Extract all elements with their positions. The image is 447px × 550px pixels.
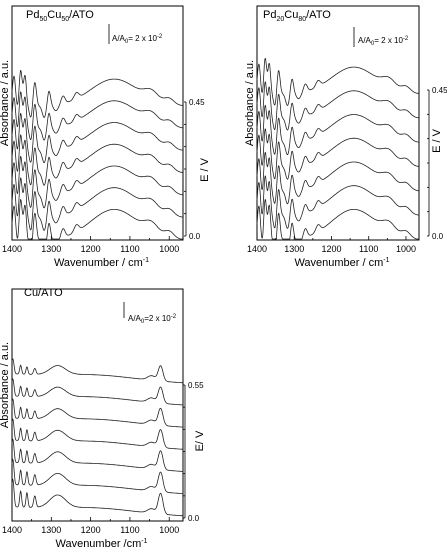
panel-cu: 1400 1300 1200 1100 1000 Wavenumber /cm-1 Abso… [0,287,206,550]
scale-bar-label: A/A0= 2 x 10-2 [112,34,163,45]
spectrum-line [256,151,419,205]
plot-frame [11,5,184,241]
panel-pd20: 1400 1300 1200 1100 1000 Wavenumber / cm-1 Abs… [244,5,447,269]
potential-bottom-value: 0.0 [189,232,201,241]
x-tick-label: 1100 [359,244,378,254]
x-tick-label: 1200 [81,244,101,254]
x-tick-label: 1000 [159,525,179,535]
panel-title: Cu/ATO [24,287,63,299]
x-tick-label: 1300 [41,244,61,254]
spectrum-line [256,57,419,106]
y-axis-label: Absorbance / a.u. [0,60,11,146]
x-tick-label: 1000 [396,244,416,254]
potential-top-value: 0.55 [188,381,204,390]
spectrum-line [11,112,184,164]
plot-frame [11,288,184,522]
spectrum-line [11,177,183,231]
scale-bar-label: A/A0= 2 x 10-2 [358,36,409,47]
spectrum-line [11,155,183,209]
x-axis-label: Wavenumber / cm-1 [54,257,149,269]
spectrum-line [256,199,419,240]
x-tick-label: 1200 [81,525,101,535]
y-axis-label: Absorbance / a.u. [0,342,11,428]
panel-title: Pd20Cu80/ATO [263,9,331,23]
spectrum-line [11,418,183,450]
spectrum-line [256,81,420,131]
spectrum-line [11,69,183,118]
x-axis-label: Wavenumber / cm-1 [294,257,389,269]
potential-top-value: 0.45 [432,86,447,95]
potential-axis-label: E / V [199,157,211,182]
spectrum-line [11,398,183,428]
x-tick-label: 1400 [2,244,22,254]
spectrum-line [256,104,420,156]
potential-top-value: 0.45 [189,98,205,107]
potential-axis-label: E/ V [194,430,206,451]
scale-bar-label: A/A0=2 x 10-2 [128,314,177,325]
spectrum-line [11,358,183,384]
x-tick-label: 1400 [247,244,267,254]
panel-title: Pd50Cu50/ATO [26,9,94,23]
spectrum-line [256,175,419,229]
spectrum-line [11,378,184,406]
plot-frame [256,5,420,241]
spectrum-line [11,91,184,141]
spectrum-line [11,458,183,494]
spectrum-line [256,128,419,180]
spectrum-line [11,199,183,240]
potential-axis-label: E / V [431,128,443,153]
x-tick-label: 1400 [2,525,22,535]
spectrum-line [11,438,184,472]
x-tick-label: 1200 [321,244,341,254]
x-tick-label: 1300 [41,525,61,535]
x-axis-label: Wavenumber /cm-1 [55,538,147,550]
x-tick-label: 1100 [120,244,139,254]
x-tick-label: 1000 [159,244,179,254]
y-axis-label: Absorbance / a.u. [244,60,256,146]
potential-bottom-value: 0.0 [188,514,200,523]
x-tick-label: 1100 [120,525,139,535]
spectrum-line [11,478,183,517]
potential-bottom-value: 0.0 [432,232,444,241]
panel-pd50: 1400 1300 1200 1100 1000 Wavenumber / cm-1 Abs… [0,5,211,269]
x-tick-label: 1300 [284,244,304,254]
spectrum-line [11,134,183,186]
